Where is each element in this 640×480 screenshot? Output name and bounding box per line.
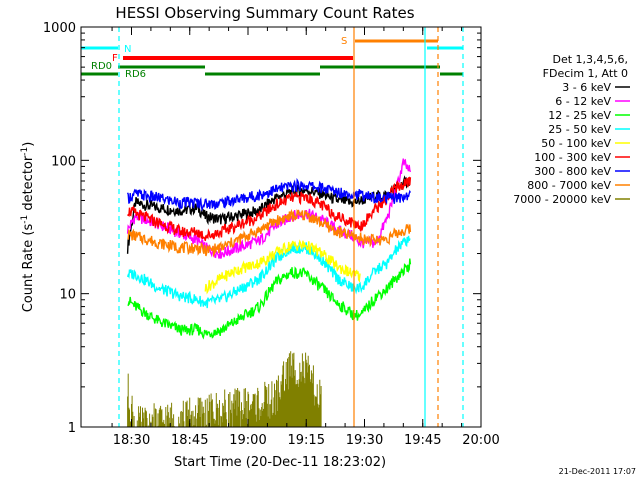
y-axis-label-main: Count Rate (s <box>21 224 36 313</box>
series-line-300-800kev <box>126 177 412 212</box>
series-line-12-25kev <box>127 258 412 340</box>
y-tick-label: 100 <box>51 154 76 169</box>
series-line-6-12kev <box>126 158 412 259</box>
legend-entry-label: 7000 - 20000 keV <box>513 193 611 206</box>
flag-label-rd6: RD6 <box>125 69 146 80</box>
flag-label-n: N <box>124 44 131 55</box>
legend-entry-label: 6 - 12 keV <box>555 95 611 108</box>
legend-entry-label: 3 - 6 keV <box>562 81 611 94</box>
legend-entry-label: 50 - 100 keV <box>541 137 611 150</box>
legend-entry-label: 800 - 7000 keV <box>527 179 611 192</box>
legend-entry-label: 300 - 800 keV <box>534 165 611 178</box>
y-tick-label: 10 <box>59 288 76 303</box>
flag-label-f: F <box>112 53 118 64</box>
y-tick-label: 1000 <box>43 21 76 36</box>
x-tick-label: 19:45 <box>404 433 441 448</box>
x-axis-label: Start Time (20-Dec-11 18:23:02) <box>174 455 386 470</box>
y-axis-label-close: ) <box>21 142 36 147</box>
generation-timestamp: 21-Dec-2011 17:07 <box>559 467 636 476</box>
series-line-800-7000kev <box>127 208 412 258</box>
x-tick-label: 19:15 <box>288 433 325 448</box>
legend-entry-label: 25 - 50 keV <box>548 123 611 136</box>
x-tick-label: 18:30 <box>113 433 150 448</box>
legend-entry-label: 12 - 25 keV <box>548 109 611 122</box>
series-line-100-300kev <box>127 176 412 241</box>
flag-label-s: S <box>341 36 347 47</box>
plot-frame <box>80 26 482 428</box>
series-layer <box>126 158 412 427</box>
flag-label-rd0: RD0 <box>91 61 112 72</box>
observing-flags: NF S RD0 RD6 <box>81 27 464 427</box>
series-line-50-100kev <box>204 239 361 295</box>
legend-entry-label: 100 - 300 keV <box>534 151 611 164</box>
x-tick-label: 19:00 <box>229 433 266 448</box>
chart-title: HESSI Observing Summary Count Rates <box>115 4 414 22</box>
y-axis-label: Count Rate (s-1 detector-1) <box>20 142 36 313</box>
x-tick-label: 20:00 <box>462 433 499 448</box>
y-axis-label-exponent-1: -1 <box>20 215 30 224</box>
y-tick-label: 1 <box>68 421 76 436</box>
series-line-25-50kev <box>126 235 411 309</box>
x-axis-ticks: 18:30 18:45 19:00 19:15 19:30 19:45 20:00 <box>111 27 500 448</box>
legend-header-detectors: Det 1,3,4,5,6, <box>552 53 628 66</box>
legend: Det 1,3,4,5,6, FDecim 1, Att 0 3 - 6 keV… <box>513 53 630 206</box>
x-tick-label: 18:45 <box>171 433 208 448</box>
y-axis-label-detector: detector <box>21 155 36 215</box>
y-axis-label-exponent-2: -1 <box>20 147 30 156</box>
y-axis-ticks: 1 10 100 1000 <box>43 21 481 436</box>
x-tick-label: 19:30 <box>346 433 383 448</box>
legend-header-decimation: FDecim 1, Att 0 <box>543 67 628 80</box>
